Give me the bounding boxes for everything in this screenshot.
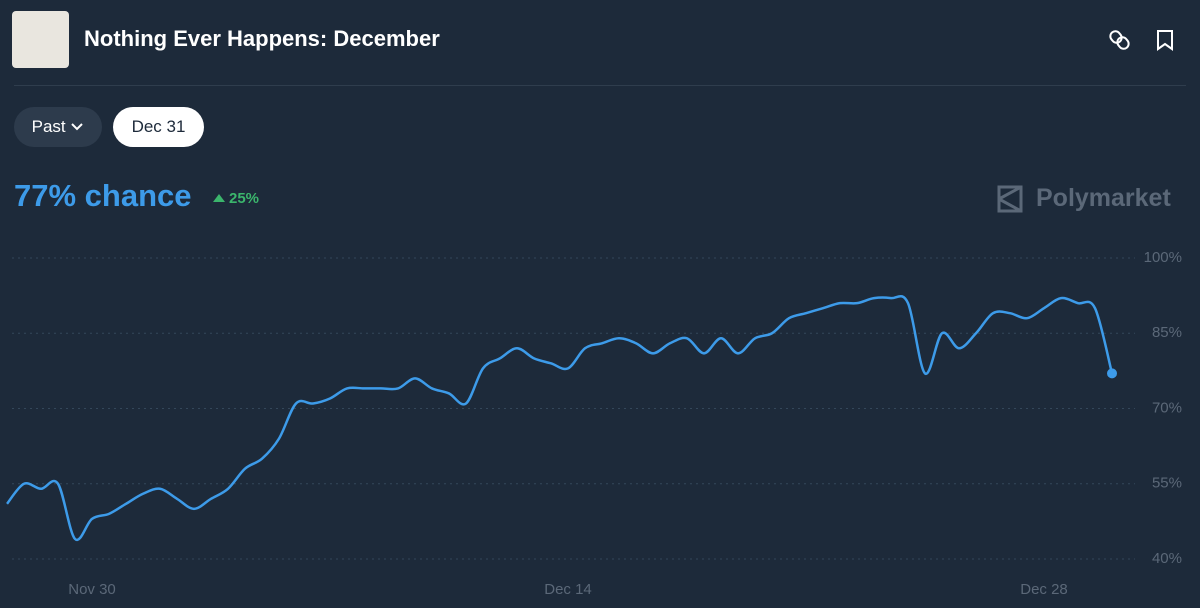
brand: Polymarket [1036, 184, 1171, 212]
y-tick-label: 85% [1152, 324, 1182, 341]
date-button[interactable]: Dec 31 [113, 107, 204, 147]
chevron [71, 123, 84, 131]
change: 25% [229, 190, 260, 207]
end-point [1107, 368, 1117, 379]
header-icons [1108, 29, 1173, 51]
market-title: Nothing Ever Happens: December [84, 26, 440, 51]
past-button[interactable]: Past [14, 107, 102, 147]
y-tick-label: 70% [1152, 399, 1182, 416]
chance: 77% chance [14, 178, 192, 213]
bookmark-icon[interactable] [1157, 30, 1173, 51]
past-label: Past [31, 117, 66, 136]
market-avatar [12, 11, 69, 68]
divider [14, 85, 1186, 86]
y-tick-label: 100% [1144, 249, 1182, 266]
x-tick-label: Dec 28 [1020, 581, 1068, 598]
line [6, 295, 1114, 542]
brand-logo [997, 185, 1023, 213]
x-tick-label: Dec 14 [544, 581, 592, 598]
link-icon[interactable] [1108, 29, 1130, 51]
x-tick-label: Nov 30 [68, 581, 116, 598]
up-arrow [213, 194, 225, 202]
y-tick-label: 40% [1152, 550, 1182, 567]
y-tick-label: 55% [1152, 475, 1182, 492]
